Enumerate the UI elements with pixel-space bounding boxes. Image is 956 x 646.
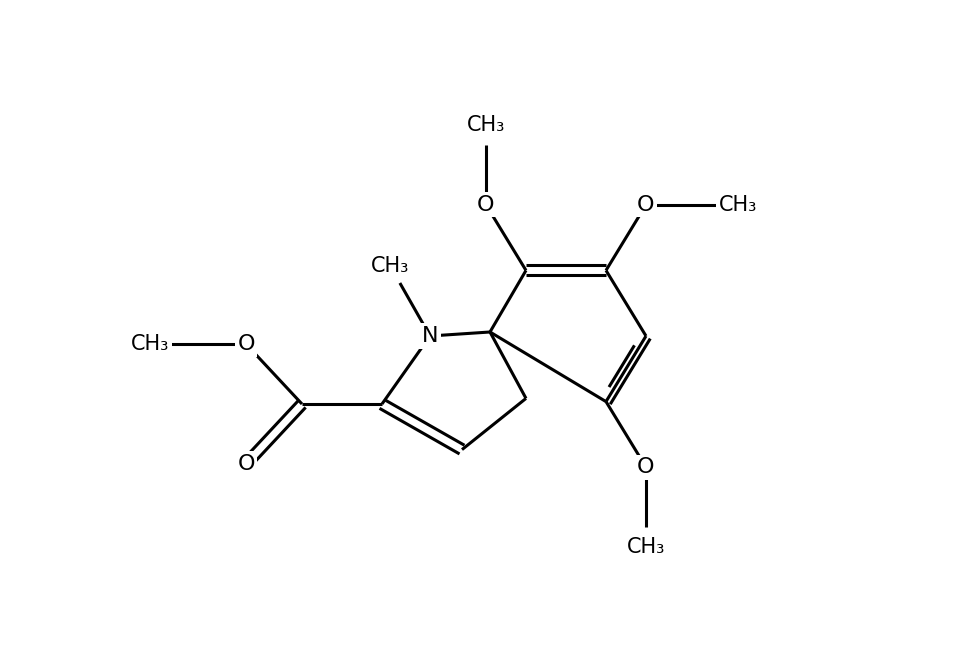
Text: CH₃: CH₃	[131, 334, 169, 354]
Text: O: O	[237, 454, 254, 474]
Text: O: O	[638, 457, 655, 477]
Text: CH₃: CH₃	[719, 195, 757, 215]
Text: CH₃: CH₃	[627, 537, 665, 557]
Text: CH₃: CH₃	[467, 115, 505, 135]
Text: O: O	[638, 195, 655, 215]
Text: N: N	[422, 326, 438, 346]
Text: CH₃: CH₃	[371, 256, 409, 276]
Text: O: O	[237, 334, 254, 354]
Text: O: O	[477, 195, 495, 215]
